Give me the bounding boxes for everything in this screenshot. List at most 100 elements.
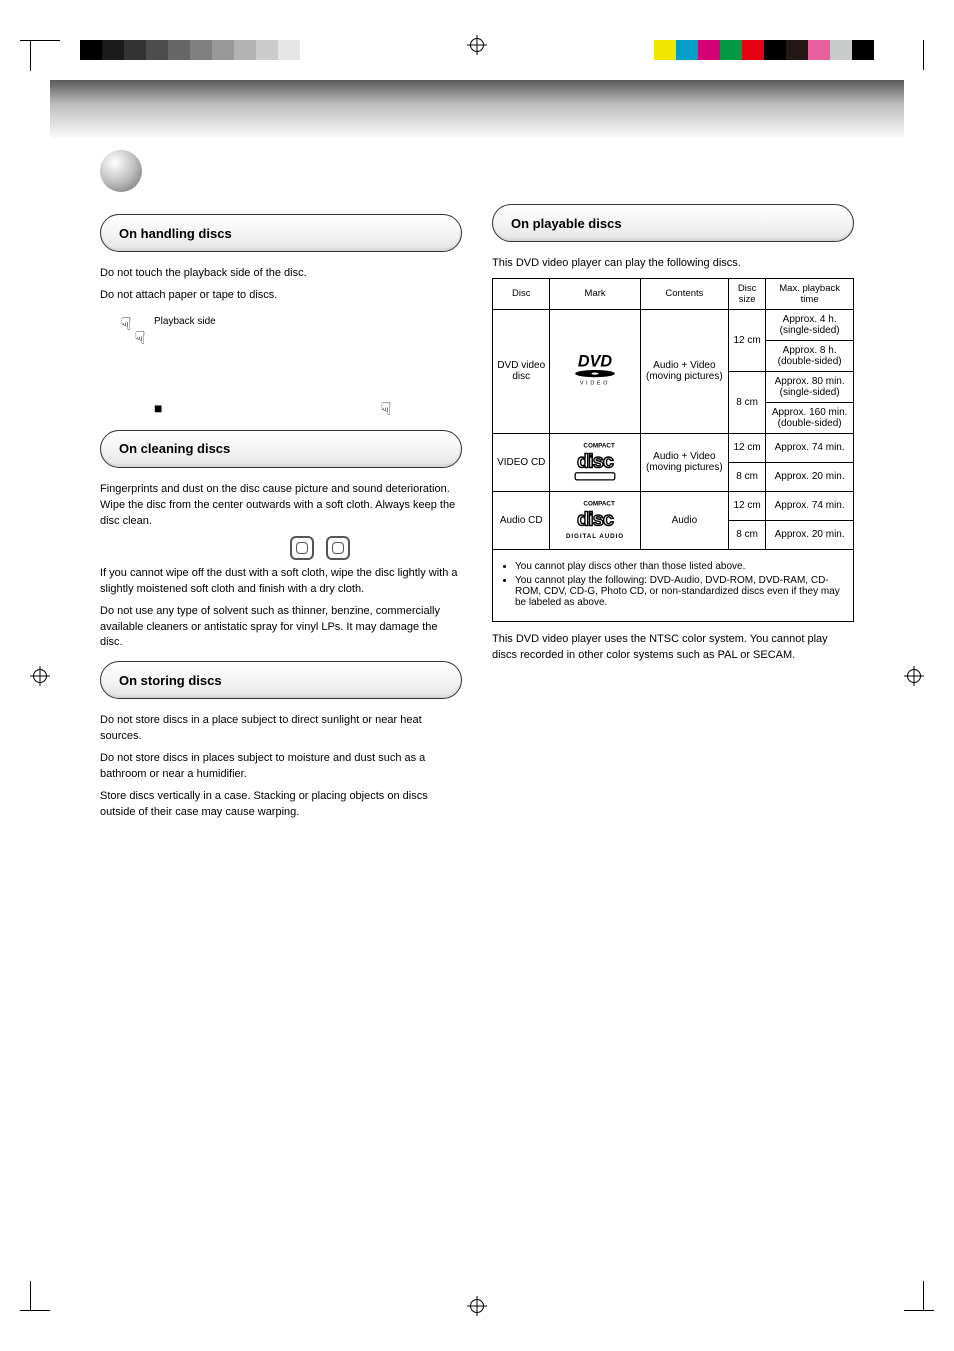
crop-mark-tr bbox=[894, 40, 934, 80]
gray-swatch bbox=[124, 40, 146, 60]
disc-mark-cell: DVD VIDEO bbox=[550, 309, 640, 433]
disc-time-cell: Approx. 20 min. bbox=[766, 520, 854, 549]
gray-swatch bbox=[80, 40, 102, 60]
left-column: On handling discs Do not touch the playb… bbox=[100, 150, 462, 1261]
gray-swatch bbox=[256, 40, 278, 60]
table-row: DVD video discDVDVIDEOAudio + Video (mov… bbox=[493, 309, 854, 340]
disc-size-cell: 12 cm bbox=[728, 433, 765, 462]
svg-text:DVD: DVD bbox=[578, 352, 612, 370]
sphere-bullet-icon bbox=[100, 150, 142, 192]
table-row: Audio CDCOMPACTdiscDIGITAL AUDIOAudio12 … bbox=[493, 491, 854, 520]
gray-swatch bbox=[146, 40, 168, 60]
gray-swatch bbox=[102, 40, 124, 60]
disc-contents-cell: Audio + Video (moving pictures) bbox=[640, 309, 728, 433]
hand-icon: ☟ bbox=[378, 399, 394, 420]
registration-mark-left bbox=[30, 666, 50, 686]
color-bar bbox=[654, 40, 874, 60]
cleaning-p2: If you cannot wipe off the dust with a s… bbox=[100, 566, 462, 598]
handling-figure: ☟ ☟ Playback side ■ ☟ bbox=[118, 310, 462, 420]
compact-disc-audio-logo-icon: COMPACTdiscDIGITAL AUDIO bbox=[559, 496, 631, 542]
gray-swatch bbox=[168, 40, 190, 60]
svg-text:DIGITAL AUDIO: DIGITAL AUDIO bbox=[566, 533, 624, 540]
header-gradient-band bbox=[50, 80, 904, 140]
handling-fig-caption: Playback side bbox=[154, 316, 216, 327]
disc-type-cell: VIDEO CD bbox=[493, 433, 550, 491]
cleaning-figure bbox=[290, 536, 462, 560]
disc-size-cell: 12 cm bbox=[728, 491, 765, 520]
handling-p2: Do not attach paper or tape to discs. bbox=[100, 288, 462, 304]
cleaning-p3: Do not use any type of solvent such as t… bbox=[100, 604, 462, 652]
cleaning-p1: Fingerprints and dust on the disc cause … bbox=[100, 482, 462, 530]
section-playable-header: On playable discs bbox=[492, 204, 854, 242]
disc-contents-cell: Audio bbox=[640, 491, 728, 549]
disc-type-cell: DVD video disc bbox=[493, 309, 550, 433]
svg-text:COMPACT: COMPACT bbox=[584, 442, 616, 449]
disc-wipe-icon bbox=[290, 536, 314, 560]
storing-p2: Do not store discs in places subject to … bbox=[100, 751, 462, 783]
table-header: Mark bbox=[550, 278, 640, 309]
footer-note bbox=[100, 1273, 120, 1283]
section-cleaning-header: On cleaning discs bbox=[100, 430, 462, 468]
disc-type-cell: Audio CD bbox=[493, 491, 550, 549]
disc-size-cell: 12 cm bbox=[728, 309, 765, 371]
color-swatch bbox=[764, 40, 786, 60]
gray-swatch bbox=[234, 40, 256, 60]
disc-wipe-icon bbox=[326, 536, 350, 560]
disc-mark-cell: COMPACTdisc bbox=[550, 433, 640, 491]
dvd-video-logo-icon: DVD VIDEO bbox=[559, 352, 631, 388]
gray-swatch bbox=[190, 40, 212, 60]
table-header: Max. playback time bbox=[766, 278, 854, 309]
right-column: On playable discs This DVD video player … bbox=[492, 150, 854, 1261]
color-swatch bbox=[698, 40, 720, 60]
disc-time-cell: Approx. 4 h. (single-sided) bbox=[766, 309, 854, 340]
color-swatch bbox=[852, 40, 874, 60]
square-icon: ■ bbox=[154, 400, 162, 416]
hand-icon: ☟ bbox=[132, 328, 148, 349]
color-swatch bbox=[742, 40, 764, 60]
gray-step-wedge bbox=[80, 40, 322, 60]
disc-time-cell: Approx. 74 min. bbox=[766, 491, 854, 520]
playable-intro: This DVD video player can play the follo… bbox=[492, 256, 854, 272]
registration-mark-top bbox=[467, 35, 487, 55]
disc-time-cell: Approx. 160 min. (double-sided) bbox=[766, 402, 854, 433]
storing-p1: Do not store discs in a place subject to… bbox=[100, 713, 462, 745]
compact-disc-video-logo-icon: COMPACTdisc bbox=[559, 438, 631, 484]
table-header: Contents bbox=[640, 278, 728, 309]
crop-mark-br bbox=[894, 1271, 934, 1311]
section-storing-label: On storing discs bbox=[119, 673, 222, 688]
table-header: Disc size bbox=[728, 278, 765, 309]
section-storing-header: On storing discs bbox=[100, 661, 462, 699]
table-row: VIDEO CDCOMPACTdiscAudio + Video (moving… bbox=[493, 433, 854, 462]
table-notes-cell: You cannot play discs other than those l… bbox=[493, 549, 854, 621]
disc-mark-cell: COMPACTdiscDIGITAL AUDIO bbox=[550, 491, 640, 549]
section-handling-label: On handling discs bbox=[119, 226, 232, 241]
handling-p1: Do not touch the playback side of the di… bbox=[100, 266, 462, 282]
table-note: You cannot play discs other than those l… bbox=[515, 561, 845, 572]
storing-p3: Store discs vertically in a case. Stacki… bbox=[100, 789, 462, 821]
disc-time-cell: Approx. 74 min. bbox=[766, 433, 854, 462]
svg-text:disc: disc bbox=[577, 450, 614, 472]
gray-swatch bbox=[300, 40, 322, 60]
gray-swatch bbox=[278, 40, 300, 60]
disc-time-cell: Approx. 8 h. (double-sided) bbox=[766, 340, 854, 371]
disc-size-cell: 8 cm bbox=[728, 520, 765, 549]
gray-swatch bbox=[212, 40, 234, 60]
color-swatch bbox=[676, 40, 698, 60]
color-swatch bbox=[830, 40, 852, 60]
disc-size-cell: 8 cm bbox=[728, 371, 765, 433]
playable-discs-table: DiscMarkContentsDisc sizeMax. playback t… bbox=[492, 278, 854, 622]
registration-mark-right bbox=[904, 666, 924, 686]
svg-text:VIDEO: VIDEO bbox=[580, 380, 610, 386]
color-swatch bbox=[786, 40, 808, 60]
table-header: Disc bbox=[493, 278, 550, 309]
registration-mark-bottom bbox=[467, 1296, 487, 1316]
color-swatch bbox=[720, 40, 742, 60]
color-swatch bbox=[654, 40, 676, 60]
disc-size-cell: 8 cm bbox=[728, 462, 765, 491]
section-playable-label: On playable discs bbox=[511, 216, 622, 231]
section-handling-header: On handling discs bbox=[100, 214, 462, 252]
crop-mark-bl bbox=[20, 1271, 60, 1311]
section-cleaning-label: On cleaning discs bbox=[119, 441, 230, 456]
disc-time-cell: Approx. 20 min. bbox=[766, 462, 854, 491]
disc-contents-cell: Audio + Video (moving pictures) bbox=[640, 433, 728, 491]
